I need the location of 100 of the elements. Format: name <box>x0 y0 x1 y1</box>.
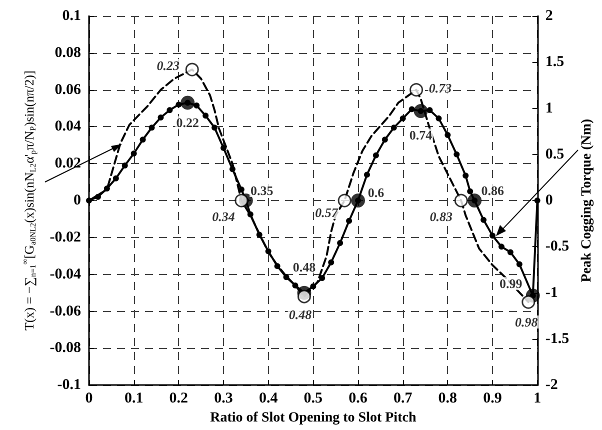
point <box>274 263 280 270</box>
point <box>444 132 451 138</box>
point <box>229 166 236 172</box>
x-tick-label: 0 <box>85 390 93 407</box>
point <box>265 248 272 254</box>
point <box>122 162 128 168</box>
annotation: 0.6 <box>368 185 385 200</box>
y2-tick-label: -1.5 <box>545 330 570 347</box>
annotation: 0.57 <box>315 205 338 220</box>
y2-tick-label: 0 <box>545 192 553 209</box>
y-tick-label: -0.04 <box>50 266 82 282</box>
point <box>337 240 344 246</box>
y2-tick-label: 1.5 <box>545 54 564 70</box>
point <box>414 104 428 118</box>
y-tick-label: -0.06 <box>50 303 82 320</box>
y-tick-label: -0.1 <box>57 377 81 394</box>
annotation: 0.83 <box>430 209 454 224</box>
annotation: 0.23 <box>156 58 180 74</box>
point <box>372 152 379 158</box>
point <box>382 136 388 143</box>
annotation: 0.34 <box>212 209 236 224</box>
point <box>112 175 119 182</box>
point <box>516 261 522 268</box>
point <box>202 112 209 119</box>
x-tick-label: 1 <box>534 390 542 407</box>
point <box>410 83 424 97</box>
point <box>454 194 468 208</box>
point <box>148 124 155 131</box>
point <box>256 232 262 238</box>
point <box>338 194 352 208</box>
point <box>94 194 101 200</box>
point <box>158 114 164 120</box>
point <box>468 194 482 208</box>
point <box>185 62 199 76</box>
y-tick-label: -0.02 <box>50 229 81 246</box>
point <box>310 283 316 290</box>
point <box>212 124 218 131</box>
point <box>176 102 182 108</box>
x-axis-title: Ratio of Slot Opening to Slot Pitch <box>210 410 416 426</box>
point <box>220 144 227 151</box>
point <box>351 194 366 208</box>
point <box>390 124 397 131</box>
point <box>104 186 110 192</box>
annotation: 0.99 <box>499 276 523 292</box>
point <box>507 249 514 256</box>
point <box>480 216 487 223</box>
point <box>140 136 146 143</box>
x-tick-label: 0.3 <box>214 390 233 407</box>
point <box>292 282 298 288</box>
point <box>180 96 195 110</box>
point <box>490 232 496 239</box>
x-tick-label: 0.4 <box>258 390 278 407</box>
annotation: 0.48 <box>292 259 316 274</box>
point <box>130 150 137 156</box>
point <box>462 172 469 179</box>
y2-tick-label: -1 <box>545 284 558 301</box>
point <box>346 218 352 224</box>
annotation: 0.48 <box>288 307 312 322</box>
point <box>319 275 326 282</box>
y-tick-label: -0.08 <box>50 340 81 356</box>
point <box>166 107 173 114</box>
y2-tick-label: 0.5 <box>545 146 564 162</box>
point <box>86 198 92 204</box>
point <box>467 188 474 194</box>
point <box>194 102 200 109</box>
x-tick-label: 0.7 <box>393 390 413 407</box>
y2-tick-label: 2 <box>545 8 553 24</box>
y-tick-label: 0.06 <box>54 82 82 98</box>
annotation: 0.73 <box>428 80 452 96</box>
point <box>297 290 311 304</box>
point <box>522 295 536 309</box>
y2-axis-title: Peak Cogging Torque (Nm) <box>580 118 594 282</box>
point <box>408 106 415 112</box>
point <box>454 151 460 158</box>
annotation: 0.86 <box>481 183 504 198</box>
x-tick-label: 0.1 <box>124 390 144 407</box>
y2-tick-label: -2 <box>545 377 558 394</box>
x-tick-label: 0.5 <box>304 390 323 407</box>
y-tick-label: 0.08 <box>54 44 81 61</box>
y2-tick-label: 1 <box>545 100 553 116</box>
y2-tick-label: -0.5 <box>545 238 570 255</box>
point <box>247 211 254 218</box>
annotation: 0.35 <box>250 183 274 198</box>
point <box>234 194 248 208</box>
y-tick-label: 0 <box>74 192 81 209</box>
point <box>498 244 504 250</box>
point <box>283 274 290 280</box>
x-tick-label: 0.2 <box>169 390 188 407</box>
annotation: 0.74 <box>409 128 433 143</box>
point <box>436 115 442 122</box>
annotation: 0.22 <box>176 115 200 130</box>
annotation: 0.98 <box>515 314 538 330</box>
point <box>534 198 540 204</box>
point <box>328 259 334 266</box>
x-tick-label: 0.8 <box>438 390 458 407</box>
y-tick-label: 0.04 <box>54 118 82 135</box>
y-tick-label: 0.1 <box>62 8 81 24</box>
point <box>364 172 370 178</box>
x-tick-label: 0.9 <box>483 390 502 407</box>
y-tick-label: 0.02 <box>54 156 81 172</box>
